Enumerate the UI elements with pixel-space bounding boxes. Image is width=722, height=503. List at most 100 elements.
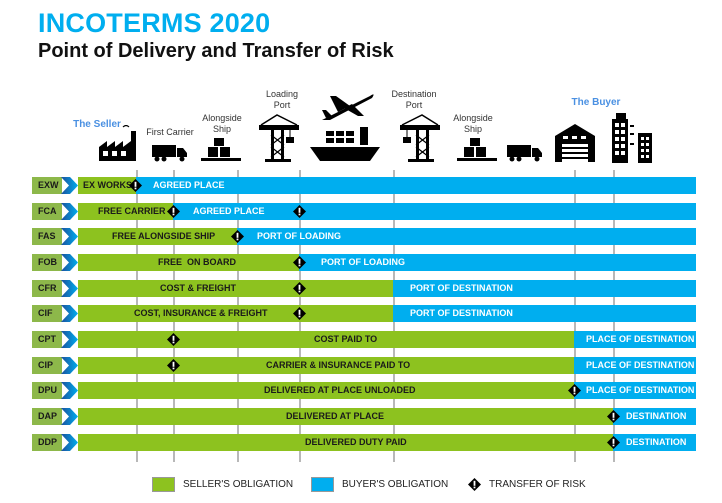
legend-item-risk: TRANSFER OF RISK xyxy=(468,476,586,492)
transfer-of-risk-icon xyxy=(167,205,180,218)
incoterm-code: CIP xyxy=(32,357,62,374)
buyer-obligation-bar: AGREED PLACE xyxy=(173,203,696,220)
seller-obligation-label: DELIVERED AT PLACE xyxy=(286,411,385,421)
incoterm-row-cfr: CFR COST & FREIGHT PORT OF DESTINATION xyxy=(32,280,696,297)
seller-obligation-bar: DELIVERED DUTY PAID xyxy=(78,434,613,451)
seller-obligation-label: CARRIER & INSURANCE PAID TO xyxy=(266,360,411,370)
buyer-obligation-label: DESTINATION xyxy=(626,437,687,447)
buyer-obligation-bar: PLACE OF DESTINATION xyxy=(574,331,696,348)
transfer-of-risk-icon xyxy=(568,384,581,397)
stage-label-destination-port: Destination Port xyxy=(391,89,437,110)
buyer-obligation-bar: AGREED PLACE xyxy=(136,177,696,194)
incoterm-code: FCA xyxy=(32,203,62,220)
seller-obligation-bar: FREE CARRIER xyxy=(78,203,173,220)
seller-obligation-bar: FREE ON BOARD xyxy=(78,254,299,271)
buyer-obligation-bar: PLACE OF DESTINATION xyxy=(574,357,696,374)
transfer-of-risk-icon xyxy=(167,359,180,372)
boxes-icon xyxy=(201,138,241,161)
legend-label: TRANSFER OF RISK xyxy=(489,478,586,490)
chevron-right-icon xyxy=(61,305,79,322)
incoterm-code: FAS xyxy=(32,228,62,245)
transfer-of-risk-icon xyxy=(607,436,620,449)
page-title: INCOTERMS 2020 xyxy=(38,8,271,38)
truck-icon xyxy=(507,145,542,162)
incoterm-code: FOB xyxy=(32,254,62,271)
chevron-right-icon xyxy=(61,177,79,194)
seller-obligation-label: COST & FREIGHT xyxy=(160,283,236,293)
stage-label-alongside-ship-dest: Alongside Ship xyxy=(453,113,493,134)
buyer-obligation-bar: PORT OF LOADING xyxy=(237,228,696,245)
seller-obligation-label: DELIVERED AT PLACE UNLOADED xyxy=(264,385,416,395)
buyer-obligation-label: PORT OF LOADING xyxy=(321,257,405,267)
legend-item-seller: SELLER'S OBLIGATION xyxy=(152,476,293,492)
chevron-right-icon xyxy=(61,434,79,451)
transfer-of-risk-icon xyxy=(293,205,306,218)
seller-obligation-label: COST, INSURANCE & FREIGHT xyxy=(134,308,268,318)
legend-label: BUYER'S OBLIGATION xyxy=(342,478,449,490)
seller-obligation-bar: EX WORKS xyxy=(78,177,136,194)
chevron-right-icon xyxy=(61,357,79,374)
incoterm-row-exw: EXW EX WORKS AGREED PLACE xyxy=(32,177,696,194)
buyer-obligation-label: PLACE OF DESTINATION xyxy=(586,334,695,344)
buyer-obligation-label: PORT OF DESTINATION xyxy=(410,283,513,293)
buyer-obligation-bar: DESTINATION xyxy=(613,434,696,451)
seller-label: The Seller xyxy=(73,119,121,130)
incoterm-code: CIF xyxy=(32,305,62,322)
stage-label-loading-port: Loading Port xyxy=(265,89,299,110)
seller-obligation-label: FREE ALONGSIDE SHIP xyxy=(112,231,216,241)
seller-obligation-label: COST PAID TO xyxy=(314,334,378,344)
buyer-obligation-label: AGREED PLACE xyxy=(153,180,225,190)
boxes-icon xyxy=(457,138,497,161)
transfer-of-risk-icon xyxy=(129,179,142,192)
seller-obligation-label: DELIVERED DUTY PAID xyxy=(305,437,407,447)
incoterm-row-dap: DAP DELIVERED AT PLACE DESTINATION xyxy=(32,408,696,425)
legend-item-buyer: BUYER'S OBLIGATION xyxy=(311,476,448,492)
incoterm-row-cip: CIP CARRIER & INSURANCE PAID TO PLACE OF… xyxy=(32,357,696,374)
seller-obligation-bar: CARRIER & INSURANCE PAID TO xyxy=(78,357,574,374)
crane-icon xyxy=(400,114,440,162)
incoterm-code: DPU xyxy=(32,382,62,399)
buyer-obligation-label: PLACE OF DESTINATION xyxy=(586,360,695,370)
seller-color-swatch xyxy=(152,476,175,492)
plane-icon xyxy=(322,94,374,120)
transfer-of-risk-icon xyxy=(231,230,244,243)
incoterm-code: DDP xyxy=(32,434,62,451)
transfer-of-risk-icon xyxy=(293,282,306,295)
buyer-obligation-label: AGREED PLACE xyxy=(193,206,265,216)
seller-obligation-bar: COST PAID TO xyxy=(78,331,574,348)
buildings-icon xyxy=(612,113,652,163)
incoterm-row-cif: CIF COST, INSURANCE & FREIGHT PORT OF DE… xyxy=(32,305,696,322)
buyer-obligation-bar: DESTINATION xyxy=(613,408,696,425)
truck-icon xyxy=(152,145,187,162)
seller-obligation-bar: DELIVERED AT PLACE UNLOADED xyxy=(78,382,574,399)
warehouse-icon xyxy=(555,124,595,162)
buyer-obligation-label: PORT OF DESTINATION xyxy=(410,308,513,318)
chevron-right-icon xyxy=(61,228,79,245)
transfer-of-risk-icon xyxy=(607,410,620,423)
buyer-label: The Buyer xyxy=(571,97,621,108)
incoterm-row-dpu: DPU DELIVERED AT PLACE UNLOADED PLACE OF… xyxy=(32,382,696,399)
transfer-of-risk-icon xyxy=(293,307,306,320)
incoterm-code: EXW xyxy=(32,177,62,194)
seller-obligation-bar: DELIVERED AT PLACE xyxy=(78,408,613,425)
buyer-color-swatch xyxy=(311,476,334,492)
incoterm-row-cpt: CPT COST PAID TO PLACE OF DESTINATION xyxy=(32,331,696,348)
chevron-right-icon xyxy=(61,203,79,220)
incoterm-row-fob: FOB FREE ON BOARD PORT OF LOADING xyxy=(32,254,696,271)
stage-label-alongside-ship: Alongside Ship xyxy=(202,113,242,134)
stage-label-first-carrier: First Carrier xyxy=(146,127,194,137)
incoterm-row-fas: FAS FREE ALONGSIDE SHIP PORT OF LOADING xyxy=(32,228,696,245)
seller-obligation-label: FREE CARRIER xyxy=(98,206,166,216)
buyer-obligation-bar: PLACE OF DESTINATION xyxy=(574,382,696,399)
seller-obligation-label: EX WORKS xyxy=(83,180,133,190)
transfer-of-risk-icon xyxy=(468,478,481,491)
chevron-right-icon xyxy=(61,408,79,425)
ship-icon xyxy=(310,127,380,161)
seller-obligation-bar: COST & FREIGHT xyxy=(78,280,393,297)
seller-obligation-bar: FREE ALONGSIDE SHIP xyxy=(78,228,237,245)
chevron-right-icon xyxy=(61,331,79,348)
factory-icon xyxy=(99,125,136,161)
buyer-obligation-bar: PORT OF DESTINATION xyxy=(393,305,696,322)
incoterm-code: DAP xyxy=(32,408,62,425)
seller-obligation-bar: COST, INSURANCE & FREIGHT xyxy=(78,305,393,322)
